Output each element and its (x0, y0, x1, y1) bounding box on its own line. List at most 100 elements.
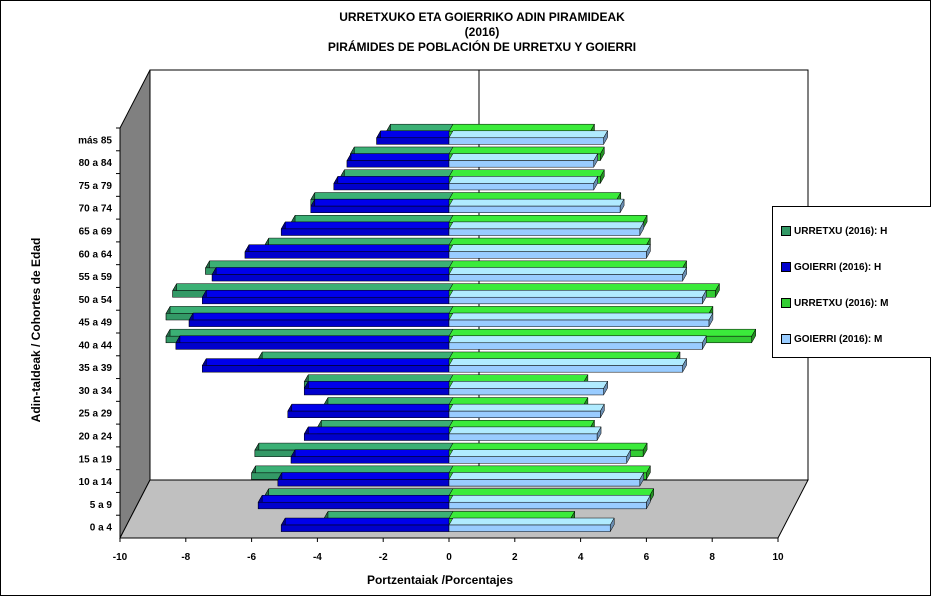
x-tick-label: 6 (644, 552, 650, 563)
bar-goierri-h (287, 403, 454, 419)
y-tick-label: 65 a 69 (79, 227, 113, 238)
bar-front-face (448, 388, 604, 396)
bar-front-face (202, 296, 450, 305)
bar-goierri-h (303, 380, 454, 396)
bar-top-face (448, 465, 651, 474)
bar-top-face (303, 381, 454, 389)
y-tick-label: 15 a 19 (79, 454, 113, 465)
bar-front-face (448, 205, 621, 213)
bar-goierri-h (244, 243, 454, 260)
bar-top-face (448, 215, 648, 223)
bar-top-face (201, 289, 454, 298)
y-tick-label: 20 a 24 (79, 432, 113, 443)
bar-front-face (376, 137, 450, 145)
y-tick-label: 55 a 59 (79, 272, 113, 283)
bar-front-face (175, 342, 450, 350)
y-tick-label: 70 a 74 (79, 204, 113, 215)
bar-top-face (448, 488, 655, 496)
x-tick-label: 2 (512, 552, 518, 563)
bar-front-face (448, 456, 627, 464)
bar-front-face (310, 205, 450, 213)
bar-front-face (277, 479, 450, 487)
legend-label-urretxu-h: URRETXU (2016): H (794, 225, 888, 237)
legend-swatch-urretxu-m (781, 298, 791, 308)
bar-top-face (448, 153, 599, 161)
bar-top-face (448, 283, 720, 291)
bar-top-face (257, 351, 454, 360)
bar-top-face (346, 153, 454, 161)
x-axis-ticks: -10 -8 -6 -4 -2 0 2 4 6 8 10 (113, 538, 784, 563)
legend-swatch-goierri-m (781, 334, 791, 344)
bar-top-face (244, 244, 454, 252)
bar-goierri-m (448, 220, 645, 237)
bar-front-face (244, 251, 450, 259)
y-tick-label: 5 a 9 (90, 500, 113, 511)
bar-top-face (448, 198, 625, 207)
bar-top-face (448, 420, 595, 428)
bar-goierri-m (448, 471, 645, 488)
bar-goierri-m (448, 517, 615, 533)
legend-item-urretxu-h: URRETXU (2016): H (781, 225, 887, 237)
bar-front-face (280, 228, 450, 236)
bar-top-face (290, 449, 454, 457)
y-tick-label: 50 a 54 (79, 295, 113, 306)
bar-top-face (448, 328, 757, 337)
bar-top-face (448, 244, 651, 252)
legend-item-goierri-m: GOIERRI (2016): M (781, 333, 882, 345)
y-tick-label: 40 a 44 (79, 340, 113, 351)
bar-front-face (448, 251, 647, 259)
bar-top-face (448, 442, 648, 451)
bar-front-face (448, 524, 611, 532)
bar-goierri-h (188, 312, 454, 328)
bar-goierri-h (333, 175, 454, 191)
bar-top-face (448, 449, 632, 457)
bar-goierri-h (376, 129, 454, 146)
bar-goierri-m (448, 334, 707, 351)
legend-label-goierri-h: GOIERRI (2016): H (794, 261, 882, 273)
bar-front-face (448, 501, 647, 510)
legend-item-goierri-h: GOIERRI (2016): H (781, 261, 881, 273)
bar-top-face (448, 472, 645, 480)
y-axis-label: Adin-taldeak / Cohortes de Edad (29, 238, 43, 423)
bar-goierri-m (448, 243, 651, 260)
bar-front-face (280, 524, 450, 532)
bar-front-face (448, 479, 641, 487)
bar-top-face (448, 351, 681, 360)
bar-front-face (303, 433, 450, 441)
bar-front-face (257, 501, 450, 510)
bar-top-face (277, 472, 454, 480)
bar-front-face (188, 319, 450, 327)
x-tick-label: -10 (113, 552, 128, 563)
bar-top-face (448, 403, 605, 412)
bar-top-face (303, 426, 454, 435)
legend-label-urretxu-m: URRETXU (2016): M (794, 297, 889, 309)
bar-top-face (323, 511, 454, 519)
bar-top-face (205, 260, 454, 269)
bar-goierri-h (290, 448, 454, 465)
bar-top-face (188, 312, 454, 321)
bar-front-face (303, 388, 450, 396)
x-tick-label: -2 (379, 552, 388, 563)
bar-front-face (448, 183, 595, 191)
bar-top-face (448, 221, 645, 230)
bar-front-face (448, 274, 683, 282)
bar-top-face (201, 358, 454, 366)
bar-front-face (287, 410, 450, 418)
bar-front-face (202, 365, 450, 373)
bar-goierri-m (448, 448, 632, 465)
bar-goierri-m (448, 403, 605, 419)
bar-top-face (448, 176, 599, 184)
bar-front-face (448, 160, 595, 168)
bar-front-face (448, 137, 604, 145)
bar-top-face (323, 397, 454, 405)
x-tick-label: -6 (247, 552, 256, 563)
bar-top-face (448, 312, 714, 321)
y-tick-label: 60 a 64 (79, 249, 113, 260)
bar-goierri-m (448, 198, 625, 214)
legend-label-goierri-m: GOIERRI (2016): M (794, 333, 883, 345)
bar-front-face (211, 274, 450, 282)
legend-swatch-goierri-h (781, 262, 791, 272)
y-tick-label: 35 a 39 (79, 363, 113, 374)
bar-goierri-h (257, 494, 454, 510)
